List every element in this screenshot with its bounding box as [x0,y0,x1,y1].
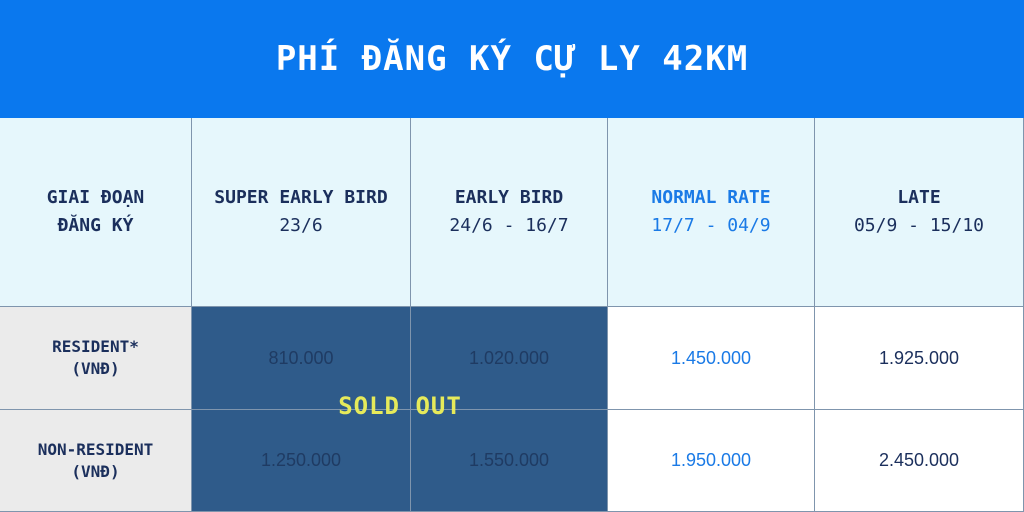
row-label-line: RESIDENT* [52,337,139,356]
column-header: LATE 05/9 - 15/10 [815,118,1024,307]
column-dates: 17/7 - 04/9 [651,215,771,236]
price-cell: 810.000 [192,307,411,410]
column-name: EARLY BIRD [454,187,564,208]
title: PHÍ ĐĂNG KÝ CỰ LY 42KM [0,0,1024,118]
price-cell: 1.950.000 [608,410,815,512]
sold-out-label: SOLD OUT [338,392,462,420]
column-header: SUPER EARLY BIRD 23/6 [192,118,411,307]
row-label-line: NON-RESIDENT [37,439,154,459]
row-label: NON-RESIDENT (VNĐ) [0,410,192,512]
price-cell: 1.925.000 [815,307,1024,410]
column-header: NORMAL RATE 17/7 - 04/9 [608,118,815,307]
column-header: EARLY BIRD 24/6 - 16/7 [411,118,608,307]
row-label: RESIDENT* (VNĐ) [0,307,192,410]
column-dates: 24/6 - 16/7 [449,215,569,236]
price-cell: 2.450.000 [815,410,1024,512]
price-cell: 1.250.000 [192,410,411,512]
column-name: SUPER EARLY BIRD [214,187,388,208]
price-cell: 1.020.000 [411,307,608,410]
price-cell: 1.450.000 [608,307,815,410]
column-name: NORMAL RATE [651,187,771,208]
row-label-line: (VNĐ) [71,461,120,481]
column-dates: 05/9 - 15/10 [853,215,985,236]
price-cell: 1.550.000 [411,410,608,512]
corner-label: GIAI ĐOẠN [46,187,145,208]
column-dates: 23/6 [279,215,323,236]
row-label-line: (VNĐ) [71,359,120,378]
corner-label: ĐĂNG KÝ [57,215,134,236]
column-name: LATE [897,187,941,208]
corner-cell: GIAI ĐOẠN ĐĂNG KÝ [0,118,192,307]
